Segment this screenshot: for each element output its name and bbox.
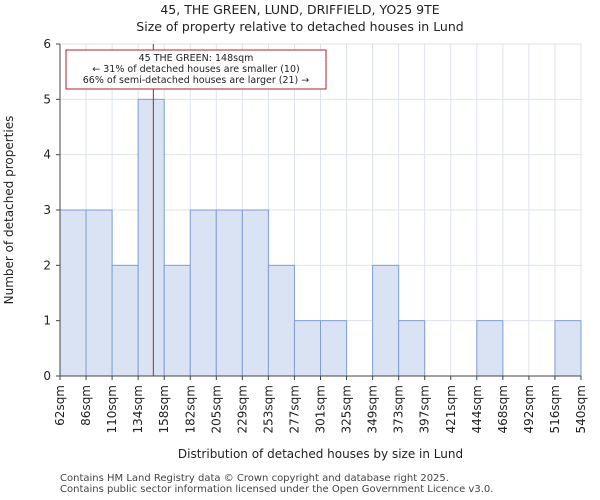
histogram-bar bbox=[215, 209, 243, 377]
x-tick-label: 325sqm bbox=[340, 385, 354, 433]
y-axis-label: Number of detached properties bbox=[2, 116, 16, 305]
x-axis-label: Distribution of detached houses by size … bbox=[178, 447, 463, 461]
x-tick-label: 397sqm bbox=[418, 385, 432, 433]
histogram-bar bbox=[372, 264, 400, 377]
x-tick-label: 516sqm bbox=[548, 385, 562, 433]
x-tick-label: 349sqm bbox=[366, 385, 380, 433]
y-tick-label: 6 bbox=[43, 37, 51, 51]
x-tick-label: 492sqm bbox=[522, 385, 536, 433]
x-tick-label: 373sqm bbox=[392, 385, 406, 433]
x-tick-label: 62sqm bbox=[53, 385, 67, 426]
annotation-line-1: 45 THE GREEN: 148sqm bbox=[139, 53, 254, 64]
histogram-bar bbox=[320, 320, 348, 377]
x-tick-label: 229sqm bbox=[235, 385, 249, 433]
chart-subtitle: Size of property relative to detached ho… bbox=[136, 19, 464, 34]
annotation-line-2: ← 31% of detached houses are smaller (10… bbox=[92, 64, 299, 75]
x-tick-label: 301sqm bbox=[314, 385, 328, 433]
histogram-bar bbox=[111, 264, 139, 377]
x-tick-label: 182sqm bbox=[183, 385, 197, 433]
x-tick-label: 158sqm bbox=[157, 385, 171, 433]
histogram-bar bbox=[476, 320, 504, 377]
y-tick-label: 1 bbox=[43, 314, 51, 328]
y-tick-label: 0 bbox=[43, 369, 51, 383]
histogram-bar bbox=[189, 209, 217, 377]
x-tick-label: 468sqm bbox=[496, 385, 510, 433]
y-tick-label: 4 bbox=[43, 148, 51, 162]
histogram-bar bbox=[398, 320, 426, 377]
histogram-bar bbox=[163, 264, 191, 377]
x-tick-label: 134sqm bbox=[131, 385, 145, 433]
histogram-bar bbox=[267, 264, 295, 377]
y-tick-label: 3 bbox=[43, 203, 51, 217]
x-tick-label: 540sqm bbox=[574, 385, 588, 433]
y-tick-label: 5 bbox=[43, 92, 51, 106]
x-tick-label: 205sqm bbox=[209, 385, 223, 433]
x-tick-label: 253sqm bbox=[261, 385, 275, 433]
x-tick-label: 86sqm bbox=[79, 385, 93, 426]
footer-line-2: Contains public sector information licen… bbox=[60, 484, 494, 495]
histogram-bar bbox=[137, 98, 165, 377]
histogram-bar bbox=[59, 209, 87, 377]
x-tick-label: 277sqm bbox=[287, 385, 301, 433]
annotation-line-3: 66% of semi-detached houses are larger (… bbox=[83, 75, 310, 86]
histogram-bar bbox=[554, 320, 582, 377]
x-tick-label: 444sqm bbox=[470, 385, 484, 433]
annotation-box bbox=[65, 49, 327, 90]
chart-title: 45, THE GREEN, LUND, DRIFFIELD, YO25 9TE bbox=[160, 2, 440, 17]
footer-line-1: Contains HM Land Registry data © Crown c… bbox=[60, 473, 449, 484]
x-tick-label: 421sqm bbox=[444, 385, 458, 433]
y-tick-label: 2 bbox=[43, 258, 51, 272]
histogram-bar bbox=[241, 209, 269, 377]
x-tick-label: 110sqm bbox=[105, 385, 119, 433]
histogram-bar bbox=[293, 320, 322, 377]
histogram-bar bbox=[85, 209, 113, 377]
